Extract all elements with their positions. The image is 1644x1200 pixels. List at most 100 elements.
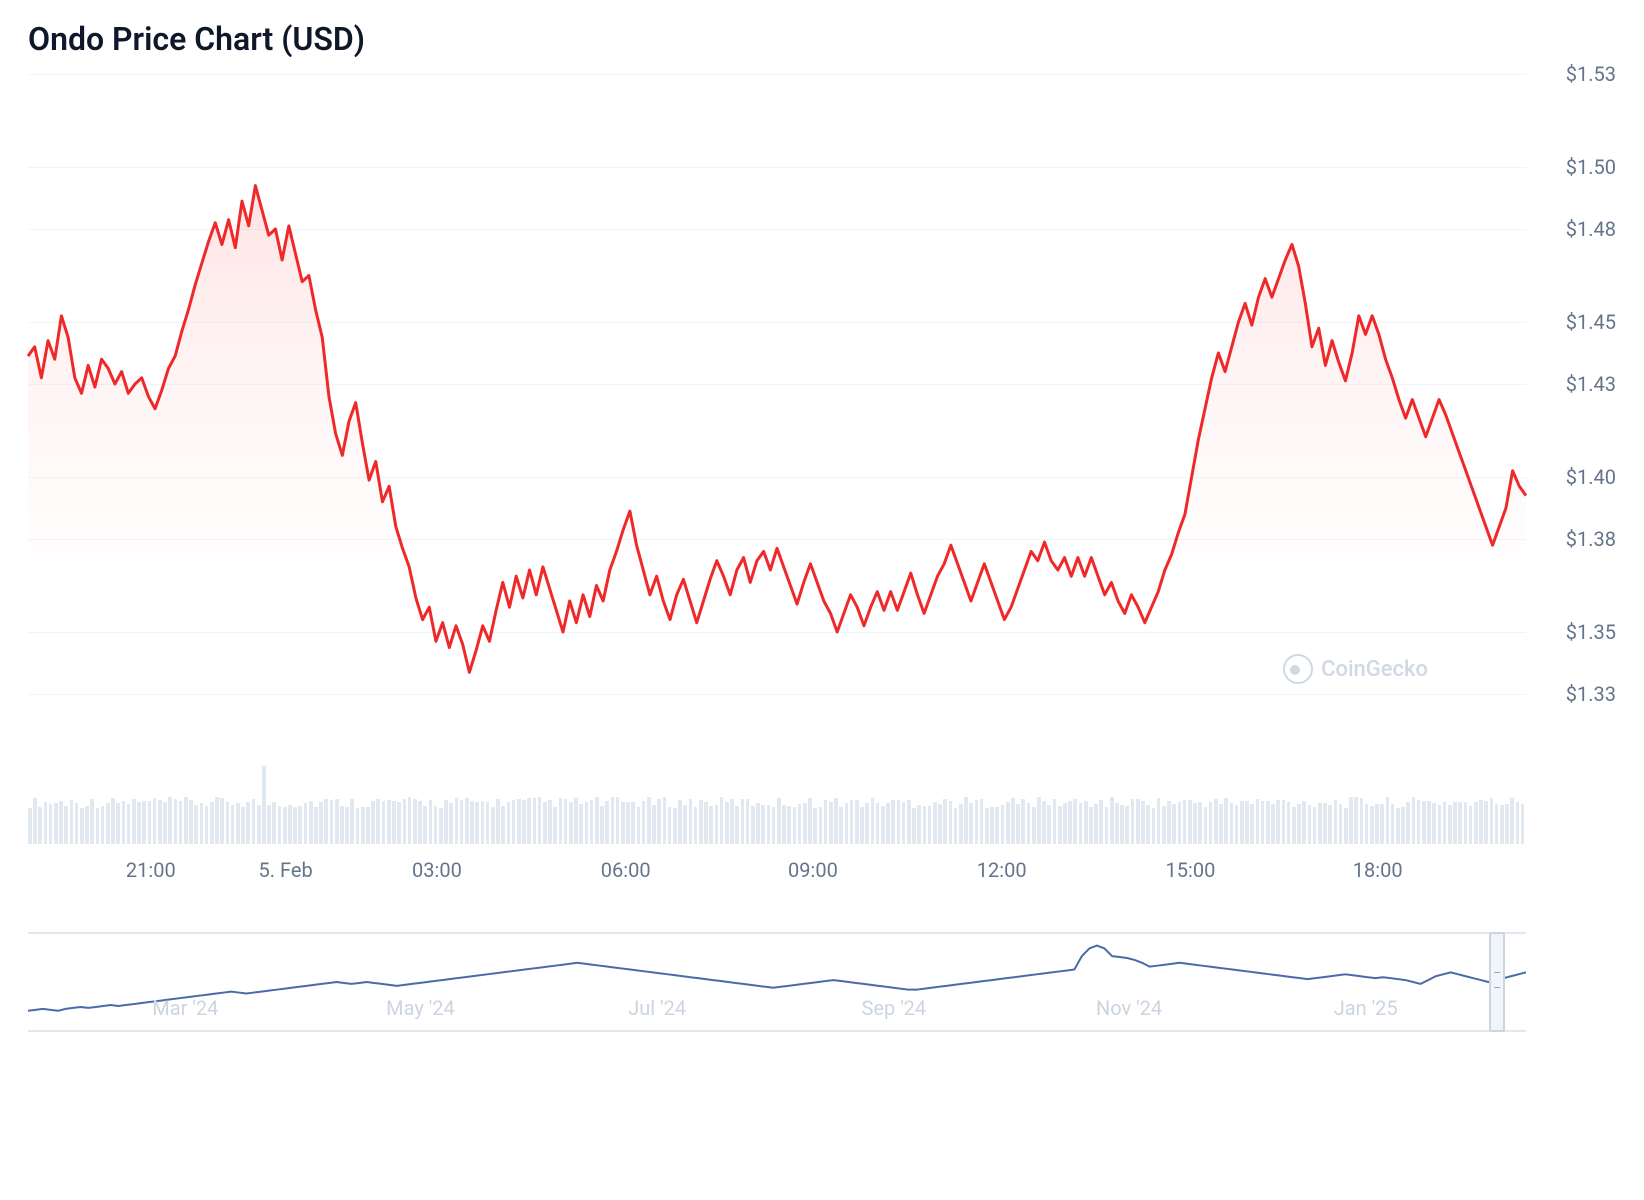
volume-bar [423,806,427,844]
volume-bar [1464,802,1468,844]
volume-bar [1016,804,1020,844]
volume-bar [148,801,152,844]
volume-bar [808,798,812,844]
volume-bar [1198,802,1202,844]
minimap-label: Sep '24 [862,996,927,1020]
volume-bar [330,800,334,844]
volume-bar [657,799,661,844]
volume-bar [1027,803,1031,844]
volume-bar [522,800,526,844]
y-tick-label: $1.38 [1528,527,1616,551]
volume-bar [106,803,110,844]
volume-bar [1271,804,1275,844]
volume-bar [96,808,100,844]
volume-bar [1193,803,1197,844]
volume-bar [1406,802,1410,844]
volume-bar [782,805,786,844]
volume-bar [1105,807,1109,844]
volume-bar [278,806,282,844]
volume-bar [194,805,198,844]
volume-bar [1042,801,1046,844]
volume-bar [637,807,641,844]
volume-bar [860,807,864,844]
volume-bar [267,805,271,844]
volume-bar [1427,801,1431,844]
volume-bar [361,807,365,844]
volume-bar [179,801,183,844]
volume-bar [397,802,401,844]
x-tick-label: 15:00 [1166,858,1216,882]
volume-bar [897,800,901,844]
volume-bar [1386,797,1390,844]
volume-bar [1178,802,1182,844]
volume-bar [1110,797,1114,844]
volume-bar [777,798,781,844]
volume-bar [429,800,433,844]
volume-bar [949,801,953,844]
volume-bar [460,800,464,844]
volume-bar [1443,802,1447,844]
volume-bar [1120,805,1124,844]
volume-bar [403,799,407,844]
volume-bar [1230,803,1234,844]
price-chart[interactable]: CoinGecko $1.33$1.35$1.38$1.40$1.43$1.45… [28,74,1616,694]
volume-bar [1354,797,1358,844]
volume-bar [1490,798,1494,844]
volume-bar [1516,802,1520,844]
volume-bar [262,766,266,844]
volume-bar [1219,804,1223,844]
minimap-label: May '24 [386,996,455,1020]
volume-bar [137,802,141,844]
volume-bar [200,803,204,844]
volume-chart[interactable] [28,764,1526,844]
volume-bar [111,798,115,844]
volume-bar [886,803,890,844]
volume-bar [127,804,131,844]
volume-bar [1001,805,1005,844]
volume-bar [985,808,989,844]
volume-bar [1157,798,1161,844]
x-tick-label: 09:00 [788,858,838,882]
price-line-svg [28,74,1526,694]
volume-bar [1432,803,1436,844]
minimap-navigator[interactable]: Mar '24May '24Jul '24Sep '24Nov '24Jan '… [28,932,1526,1032]
volume-bar [293,807,297,844]
volume-bar [1380,804,1384,844]
minimap-handle[interactable] [1489,932,1505,1032]
x-tick-label: 03:00 [412,858,462,882]
volume-bar [990,807,994,844]
volume-bar [527,798,531,844]
volume-bar [912,808,916,844]
volume-bar [1453,802,1457,844]
volume-bar [75,803,79,844]
price-plot-area[interactable]: CoinGecko [28,74,1526,694]
x-tick-label: 18:00 [1353,858,1403,882]
volume-bar [1235,805,1239,844]
volume-bar [824,800,828,844]
volume-bar [491,807,495,844]
volume-bar [704,802,708,844]
volume-bar [304,803,308,844]
volume-bar [569,802,573,844]
volume-bar [189,800,193,844]
volume-bar [1094,804,1098,844]
volume-bar [1214,799,1218,844]
volume-bar [371,801,375,844]
volume-bar [564,799,568,844]
volume-bar [1495,804,1499,844]
volume-bar [1266,801,1270,844]
volume-bar [28,808,32,844]
volume-bar [787,806,791,844]
volume-bar [1053,799,1057,844]
volume-bar [735,806,739,844]
volume-bar [975,800,979,844]
volume-bar [1328,805,1332,844]
volume-bar [272,802,276,844]
y-tick-label: $1.33 [1528,682,1616,706]
volume-bar [1204,807,1208,844]
volume-bar [236,803,240,844]
volume-bar [246,802,250,844]
x-tick-label: 21:00 [126,858,176,882]
volume-bar [1297,804,1301,844]
volume-bar [382,801,386,844]
